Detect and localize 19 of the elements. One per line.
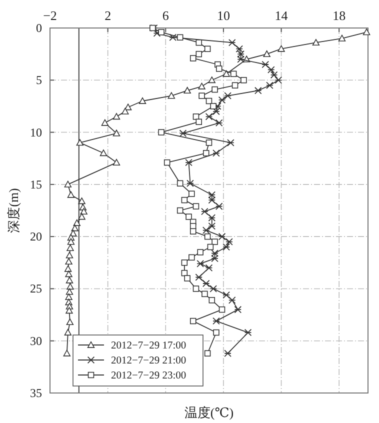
x-tick-label: −2 bbox=[43, 8, 57, 23]
y-tick-label: 25 bbox=[30, 282, 42, 296]
x-tick-label: 18 bbox=[332, 8, 346, 23]
legend-label: 2012−7−29 23:00 bbox=[111, 370, 186, 382]
y-tick-label: 35 bbox=[30, 386, 42, 400]
x-tick-label: 14 bbox=[274, 8, 288, 23]
y-tick-label: 10 bbox=[30, 125, 42, 140]
y-tick-label: 30 bbox=[30, 334, 42, 348]
x-axis-title: 温度(℃) bbox=[184, 405, 234, 420]
x-tick-label: 6 bbox=[162, 8, 170, 23]
y-axis-title: 深度(m) bbox=[6, 188, 21, 233]
y-tick-label: 5 bbox=[36, 73, 42, 88]
legend-label: 2012−7−29 21:00 bbox=[111, 356, 186, 366]
x-tick-label: 2 bbox=[104, 8, 112, 23]
y-tick-label: 20 bbox=[30, 230, 42, 244]
y-tick-label: 15 bbox=[30, 177, 42, 192]
x-tick-label: 10 bbox=[216, 8, 230, 23]
y-tick-label: 0 bbox=[36, 21, 42, 35]
legend-label: 2012−7−29 17:00 bbox=[111, 340, 186, 352]
